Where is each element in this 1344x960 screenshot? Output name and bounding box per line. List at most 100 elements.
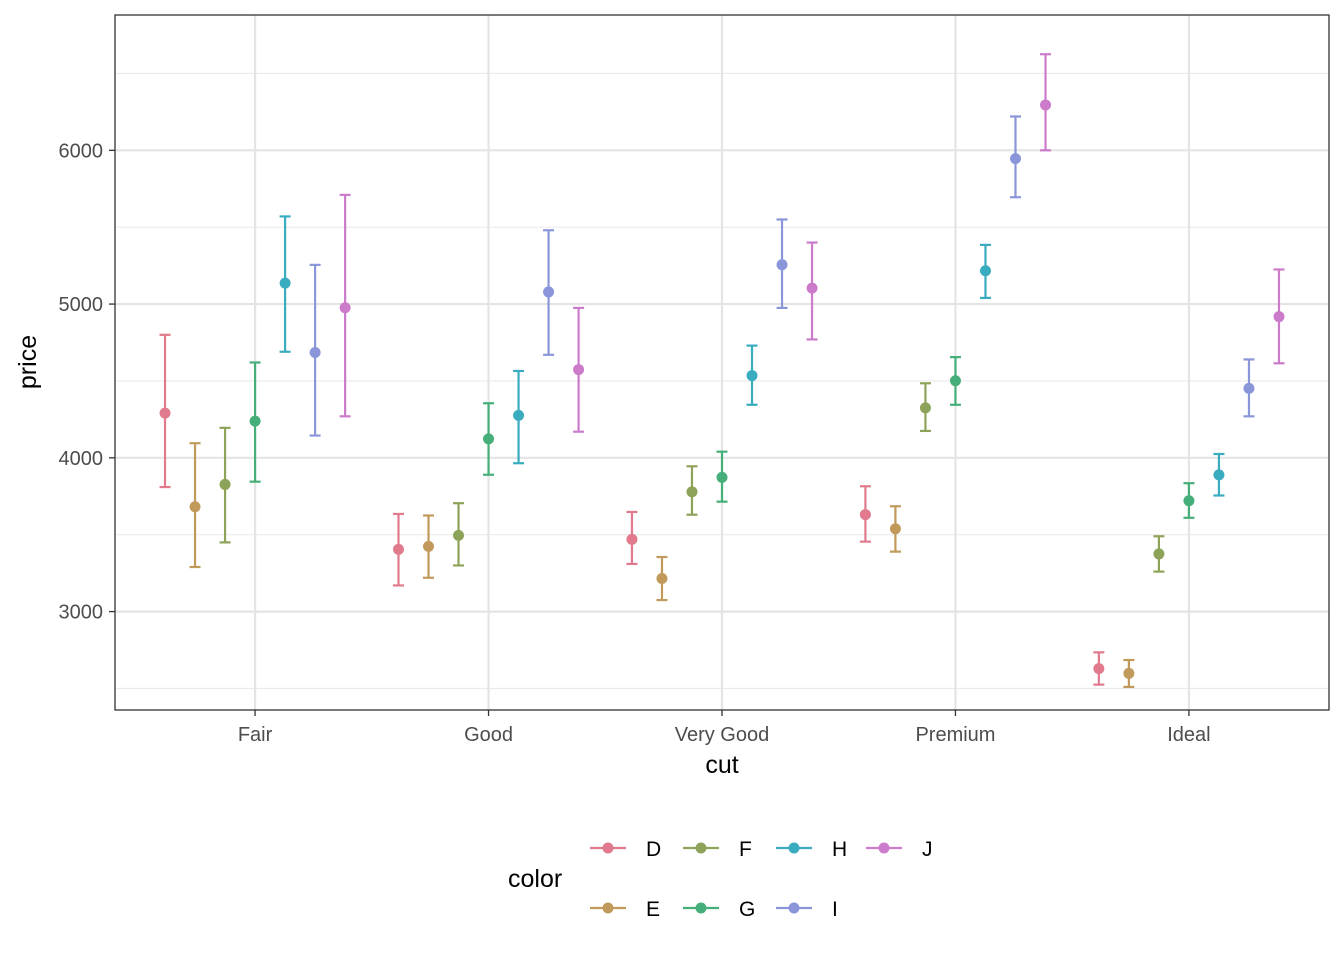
error-bar-e-premium (889, 505, 901, 553)
error-bar-d-very-good (626, 510, 638, 566)
mean-point (686, 486, 698, 498)
mean-point (1123, 667, 1135, 679)
error-bar-h-fair (279, 215, 291, 353)
error-bar-f-ideal (1153, 535, 1165, 573)
mean-point (159, 407, 171, 419)
mean-point (543, 286, 555, 298)
legend-label: J (922, 838, 933, 861)
error-bar-h-good (513, 369, 525, 465)
legend-item-f: F (683, 838, 752, 861)
mean-point (1273, 311, 1285, 323)
legend-key-point (788, 842, 800, 854)
error-bars (159, 53, 1285, 689)
mean-point (189, 501, 201, 513)
mean-point (979, 265, 991, 277)
x-tick-label: Fair (238, 724, 273, 746)
axes: 3000 4000 5000 6000 Fair Good Very Good Premium… (59, 140, 1211, 746)
mean-point (1093, 663, 1105, 675)
error-bar-g-premium (949, 356, 961, 406)
mean-point (1213, 469, 1225, 481)
error-bar-h-very-good (746, 344, 758, 406)
error-bar-e-fair (189, 442, 201, 569)
mean-point (573, 364, 585, 376)
y-tick-label: 4000 (59, 448, 104, 470)
mean-point (279, 277, 291, 289)
legend-key-point (602, 842, 614, 854)
legend-key-point (878, 842, 890, 854)
legend-label: F (739, 838, 752, 861)
legend-item-h: H (776, 838, 847, 861)
error-bar-i-good (543, 229, 555, 356)
mean-point (1183, 495, 1195, 507)
error-bar-e-very-good (656, 555, 668, 602)
error-bar-e-good (423, 514, 435, 579)
error-bar-g-fair (249, 361, 261, 483)
legend-item-d: D (590, 838, 661, 861)
y-tick-label: 5000 (59, 294, 104, 316)
legend-label: E (646, 898, 660, 921)
legend-label: I (832, 898, 838, 921)
mean-point (1009, 153, 1021, 165)
mean-point (1243, 382, 1255, 394)
legend-item-e: E (590, 898, 660, 921)
error-bar-j-fair (339, 193, 351, 418)
legend-label: D (646, 838, 661, 861)
mean-point (626, 533, 638, 545)
mean-point (249, 415, 261, 427)
error-bar-h-ideal (1213, 452, 1225, 497)
legend-label: G (739, 898, 755, 921)
legend-key-point (695, 842, 707, 854)
x-tick-label: Good (464, 724, 513, 746)
error-bar-i-ideal (1243, 358, 1255, 418)
error-bar-d-good (392, 512, 404, 587)
legend-item-i: I (776, 898, 838, 921)
legend-title: color (508, 865, 562, 893)
error-bar-i-fair (309, 263, 321, 437)
y-axis-title: price (14, 335, 42, 389)
error-bar-j-good (573, 306, 585, 433)
x-tick-label: Ideal (1167, 724, 1210, 746)
legend-key-point (695, 902, 707, 914)
error-bar-d-fair (159, 333, 171, 489)
error-bar-d-ideal (1093, 651, 1105, 686)
mean-point (806, 282, 818, 294)
mean-point (339, 302, 351, 314)
x-tick-label: Premium (915, 724, 995, 746)
error-bar-f-good (453, 502, 465, 567)
x-tick-label: Very Good (675, 724, 770, 746)
legend-item-j: J (866, 838, 933, 861)
legend-key-point (602, 902, 614, 914)
error-bar-e-ideal (1123, 658, 1135, 689)
mean-point (656, 573, 668, 585)
mean-point (1153, 548, 1165, 560)
mean-point (949, 375, 961, 387)
mean-point (423, 540, 435, 552)
error-bar-i-very-good (776, 218, 788, 310)
y-tick-label: 3000 (59, 602, 104, 624)
error-bar-f-very-good (686, 465, 698, 516)
legend-item-g: G (683, 898, 755, 921)
mean-point (919, 402, 931, 414)
mean-point (1040, 99, 1052, 111)
mean-point (453, 529, 465, 541)
error-bar-i-premium (1009, 115, 1021, 199)
legend: D E F G H I J (590, 838, 933, 921)
mean-point (889, 523, 901, 535)
mean-point (219, 478, 231, 490)
mean-point (483, 433, 495, 445)
legend-label: H (832, 838, 847, 861)
mean-point (716, 471, 728, 483)
error-bar-g-very-good (716, 450, 728, 503)
mean-point (746, 370, 758, 382)
mean-point (776, 259, 788, 271)
error-bar-j-very-good (806, 241, 818, 341)
x-axis-title: cut (705, 751, 738, 779)
error-bar-f-fair (219, 426, 231, 544)
error-bar-d-premium (859, 485, 871, 543)
error-bar-f-premium (919, 382, 931, 433)
mean-point (309, 347, 321, 359)
error-bar-h-premium (979, 243, 991, 300)
y-tick-label: 6000 (59, 140, 104, 162)
error-bar-g-ideal (1183, 482, 1195, 519)
